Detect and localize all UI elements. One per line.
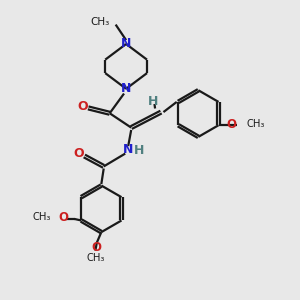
Text: O: O [59,211,69,224]
Text: CH₃: CH₃ [90,16,110,27]
Text: N: N [121,82,131,95]
Text: N: N [121,38,131,50]
Text: O: O [77,100,88,113]
Text: H: H [134,144,145,157]
Text: N: N [123,142,134,156]
Text: CH₃: CH₃ [247,119,265,129]
Text: O: O [91,241,101,254]
Text: H: H [148,95,158,108]
Text: CH₃: CH₃ [32,212,50,223]
Text: O: O [74,147,84,160]
Text: CH₃: CH₃ [86,254,104,263]
Text: O: O [226,118,236,131]
